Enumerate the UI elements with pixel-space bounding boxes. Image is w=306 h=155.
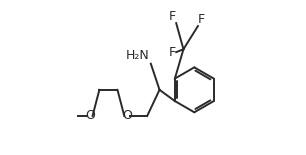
Text: H₂N: H₂N bbox=[126, 49, 149, 62]
Text: O: O bbox=[85, 109, 95, 122]
Text: F: F bbox=[169, 10, 176, 23]
Text: F: F bbox=[198, 13, 205, 26]
Text: F: F bbox=[169, 46, 176, 59]
Text: O: O bbox=[122, 109, 132, 122]
